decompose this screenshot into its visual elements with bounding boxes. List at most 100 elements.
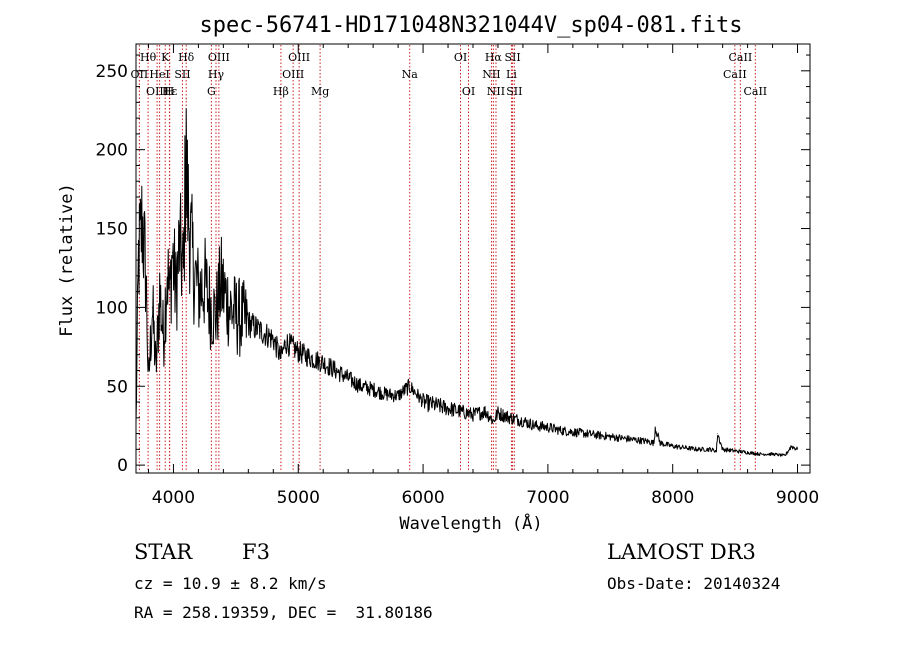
data-point-63 <box>653 442 655 444</box>
data-point-24 <box>220 283 222 285</box>
series-flux <box>135 108 798 457</box>
data-point-31 <box>285 341 287 343</box>
data-point-2 <box>141 220 143 222</box>
data-point-35 <box>335 370 337 371</box>
data-point-33 <box>310 357 312 359</box>
data-point-69 <box>709 448 711 450</box>
line-marker-label-6: SII <box>174 68 190 81</box>
data-point-16 <box>185 98 187 100</box>
data-point-73 <box>734 450 736 452</box>
y-tick-label-1: 50 <box>106 377 128 397</box>
data-point-32 <box>297 351 299 352</box>
obs-date: Obs-Date: 20140324 <box>607 574 781 593</box>
line-marker-label-5: Hε <box>162 85 178 98</box>
data-point-65 <box>659 442 661 444</box>
data-point-74 <box>747 452 748 453</box>
data-point-45 <box>447 407 449 409</box>
data-point-8 <box>163 338 164 340</box>
data-point-48 <box>485 411 486 412</box>
line-marker-label-17: OI <box>454 51 467 64</box>
data-point-5 <box>151 307 153 308</box>
coordinates: RA = 258.19359, DEC = 31.80186 <box>134 603 433 622</box>
y-tick-label-4: 200 <box>96 141 128 161</box>
line-marker-label-26: CaII <box>723 68 747 81</box>
line-marker-label-24: SII <box>506 85 522 98</box>
y-tick-label-3: 150 <box>96 220 128 240</box>
chart-title: spec-56741-HD171048N321044V_sp04-081.fit… <box>199 13 742 38</box>
data-point-15 <box>185 149 187 151</box>
data-point-37 <box>360 385 362 387</box>
data-point-10 <box>169 299 171 300</box>
data-point-7 <box>159 291 161 292</box>
data-point-60 <box>622 437 624 439</box>
x-axis-label: Wavelength (Å) <box>399 512 542 534</box>
x-tick-label-0: 4000 <box>152 488 195 508</box>
data-point-76 <box>772 453 773 455</box>
data-point-17 <box>186 180 187 182</box>
data-point-25 <box>229 307 231 308</box>
line-marker-label-0: Hθ <box>140 51 157 64</box>
line-marker-label-8: Hδ <box>178 51 195 64</box>
line-marker-label-16: Na <box>402 68 419 81</box>
data-point-50 <box>497 412 499 414</box>
y-tick-label-0: 0 <box>117 456 128 476</box>
data-point-41 <box>408 385 410 387</box>
data-point-67 <box>684 447 686 449</box>
data-point-9 <box>166 267 168 269</box>
data-point-29 <box>272 338 274 340</box>
line-marker-label-23: Li <box>506 68 517 81</box>
x-tick-label-3: 7000 <box>526 488 569 508</box>
data-point-49 <box>492 420 494 422</box>
y-tick-label-5: 250 <box>96 62 128 82</box>
data-point-28 <box>260 330 262 332</box>
data-point-46 <box>460 411 461 412</box>
line-marker-label-18: OI <box>462 85 475 98</box>
data-point-77 <box>784 455 786 457</box>
data-point-40 <box>397 395 399 397</box>
data-point-4 <box>148 385 149 387</box>
data-point-23 <box>215 314 217 316</box>
data-point-68 <box>697 448 699 450</box>
data-point-22 <box>210 307 212 308</box>
data-point-39 <box>385 393 386 395</box>
data-point-34 <box>322 362 324 363</box>
data-point-26 <box>235 314 237 316</box>
data-point-62 <box>647 441 649 442</box>
data-point-6 <box>155 370 157 371</box>
data-point-64 <box>654 426 656 428</box>
data-point-51 <box>510 417 511 419</box>
data-point-43 <box>422 401 424 403</box>
data-point-27 <box>247 322 249 324</box>
line-marker-label-25: CaII <box>729 51 753 64</box>
line-marker-label-22: SII <box>504 51 520 64</box>
data-point-44 <box>435 404 436 406</box>
y-tick-label-2: 100 <box>96 298 128 318</box>
line-marker-label-14: Hβ <box>273 85 289 98</box>
line-marker-label-12: OIII <box>288 51 310 64</box>
line-marker-label-3: K <box>161 51 170 64</box>
data-point-54 <box>547 426 549 428</box>
line-markers <box>138 45 756 472</box>
y-axis-label: Flux (relative) <box>57 183 77 337</box>
data-point-18 <box>189 228 191 229</box>
y-axis: 0 50 100 150 200 250 <box>96 54 810 476</box>
redshift-info: cz = 10.9 ± 8.2 km/s <box>134 574 327 593</box>
x-axis: 4000 5000 6000 7000 8000 9000 <box>147 44 819 508</box>
data-point-55 <box>560 430 561 431</box>
data-point-52 <box>522 420 524 422</box>
data-point-3 <box>145 275 147 277</box>
data-point-42 <box>416 393 418 395</box>
data-point-56 <box>572 431 574 433</box>
data-point-72 <box>722 448 723 450</box>
line-marker-label-7: H <box>165 85 175 98</box>
line-marker-label-15: Mg <box>311 85 329 98</box>
data-point-70 <box>716 450 717 452</box>
survey-name: LAMOST DR3 <box>607 540 756 564</box>
line-marker-label-4: HeI <box>149 68 169 81</box>
x-tick-label-2: 6000 <box>401 488 444 508</box>
line-marker-label-20: NII <box>482 68 500 81</box>
data-point-12 <box>175 291 177 292</box>
data-point-13 <box>179 243 181 245</box>
data-point-47 <box>472 414 474 415</box>
